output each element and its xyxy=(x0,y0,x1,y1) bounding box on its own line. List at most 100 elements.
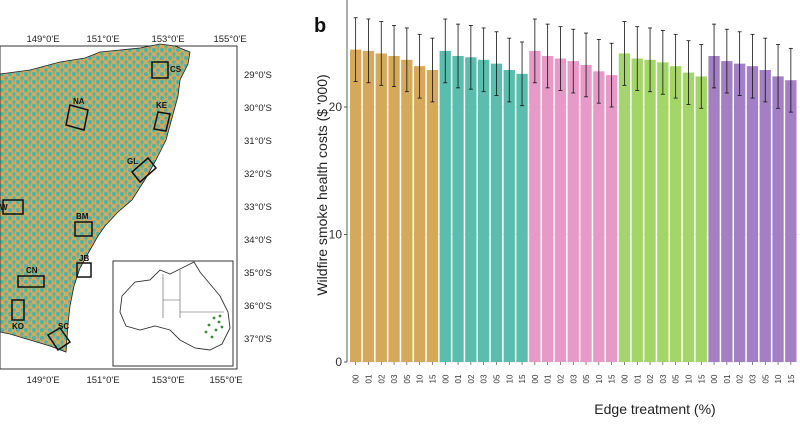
bar-group-3-10 xyxy=(593,71,605,363)
bar-group-3-00 xyxy=(529,50,541,363)
x-tick-label: 05 xyxy=(403,374,412,383)
x-tick-label: 01 xyxy=(364,374,373,383)
map-svg: CS NA KE GL W BM JB CN KO SC 149°0'E 151… xyxy=(0,34,272,386)
x-tick-label: 05 xyxy=(761,374,770,383)
x-tick-label: 05 xyxy=(582,374,591,383)
x-tick-label: 02 xyxy=(646,374,655,383)
lon-top-151: 151°0'E xyxy=(86,34,119,45)
bar-group-2-03 xyxy=(478,59,490,362)
lon-bottom-149: 149°0'E xyxy=(26,375,59,386)
region-box-bm xyxy=(74,221,93,237)
x-axis-label: Edge treatment (%) xyxy=(594,401,715,417)
bar-group-5-05 xyxy=(759,70,771,363)
longitude-ticks: 149°0'E 151°0'E 153°0'E 155°0'E 149°0'E … xyxy=(26,34,246,386)
region-box-cn xyxy=(17,275,45,288)
lon-bottom-151: 151°0'E xyxy=(86,375,119,386)
bar-group-2-10 xyxy=(503,70,515,363)
region-box-ko xyxy=(11,299,25,321)
lon-top-155: 155°0'E xyxy=(213,34,246,45)
x-tick-label: 10 xyxy=(684,374,693,383)
y-tick-label: 20 xyxy=(329,100,343,114)
lat-30: 30°0'S xyxy=(244,103,272,114)
region-label-w: W xyxy=(0,203,8,212)
bar-group-3-03 xyxy=(567,61,579,362)
bar-group-2-15 xyxy=(516,73,528,362)
region-box-cs xyxy=(151,61,169,79)
bar-group-1-02 xyxy=(375,53,387,362)
bar-group-1-01 xyxy=(362,50,375,363)
lat-36: 36°0'S xyxy=(244,301,272,312)
x-tick-label: 10 xyxy=(505,374,514,383)
chart-panel: b Wildfire smoke health costs ($ '000) E… xyxy=(300,0,800,419)
region-label-jb: JB xyxy=(79,254,89,263)
lat-29: 29°0'S xyxy=(244,70,272,81)
y-tick-label: 10 xyxy=(329,228,343,242)
x-tick-label: 00 xyxy=(620,374,629,383)
latitude-ticks: 29°0'S 30°0'S 31°0'S 32°0'S 33°0'S 34°0'… xyxy=(244,70,272,345)
lat-33: 33°0'S xyxy=(244,202,272,213)
x-tick-label: 15 xyxy=(608,374,617,383)
nsw-landmass xyxy=(0,43,191,353)
region-label-ke: KE xyxy=(156,101,168,110)
lon-bottom-155: 155°0'E xyxy=(209,375,242,386)
bar-group-3-15 xyxy=(606,75,618,362)
lat-34: 34°0'S xyxy=(244,235,272,246)
region-label-na: NA xyxy=(73,97,85,106)
bar-group-3-02 xyxy=(554,58,567,363)
x-tick-label: 05 xyxy=(672,374,681,383)
x-tick-label: 02 xyxy=(467,374,476,383)
lon-top-153: 153°0'E xyxy=(151,34,184,45)
x-tick-label: 10 xyxy=(774,374,783,383)
region-label-ko: KO xyxy=(12,322,24,331)
bar-group-4-01 xyxy=(631,58,643,363)
region-label-sc: SC xyxy=(58,322,69,331)
bar-group-4-15 xyxy=(695,76,707,363)
bar-group-5-10 xyxy=(772,76,784,363)
x-tick-label: 15 xyxy=(787,374,796,383)
bar-group-2-00 xyxy=(439,50,451,363)
x-tick-label: 03 xyxy=(748,374,757,383)
bar-group-4-05 xyxy=(670,66,682,362)
bar-group-1-03 xyxy=(388,56,400,362)
x-tick-label: 02 xyxy=(377,374,386,383)
bar-group-5-00 xyxy=(708,56,720,362)
x-tick-label: 01 xyxy=(723,374,732,383)
bar-group-1-10 xyxy=(414,66,426,362)
x-tick-label: 03 xyxy=(480,374,489,383)
x-tick-label: 10 xyxy=(595,374,604,383)
bar-group-5-03 xyxy=(746,66,759,362)
bar-group-4-03 xyxy=(657,62,669,362)
panel-label: b xyxy=(314,15,326,37)
bar-group-1-15 xyxy=(426,70,439,363)
region-box-sc xyxy=(46,327,72,352)
x-tick-label: 03 xyxy=(390,374,399,383)
x-tick-label: 00 xyxy=(531,374,540,383)
bar-group-2-02 xyxy=(465,57,477,363)
state-borders xyxy=(162,270,224,318)
region-box-jb xyxy=(76,262,92,278)
region-box-gl xyxy=(130,156,158,184)
x-tick-label: 00 xyxy=(352,374,361,383)
x-tick-label: 10 xyxy=(416,374,425,383)
lat-31: 31°0'S xyxy=(244,136,272,147)
region-label-gl: GL xyxy=(127,157,138,166)
inset-map xyxy=(112,260,234,367)
bar-group-2-01 xyxy=(452,56,464,362)
bar-chart: b Wildfire smoke health costs ($ '000) E… xyxy=(314,0,800,417)
x-tick-label: 02 xyxy=(556,374,565,383)
bar-group-5-01 xyxy=(721,61,733,362)
x-tick-label: 05 xyxy=(492,374,501,383)
bar-group-5-02 xyxy=(734,63,746,363)
x-tick-label: 01 xyxy=(633,374,642,383)
lat-37: 37°0'S xyxy=(244,334,272,345)
bar-group-3-05 xyxy=(580,64,592,363)
region-boxes xyxy=(2,61,171,352)
bar-group-4-10 xyxy=(682,72,695,362)
x-tick-label: 00 xyxy=(710,374,719,383)
lat-32: 32°0'S xyxy=(244,169,272,180)
lon-bottom-153: 153°0'E xyxy=(151,375,184,386)
bar-group-2-05 xyxy=(490,63,503,363)
x-tick-label: 15 xyxy=(518,374,527,383)
x-tick-label: 00 xyxy=(441,374,450,383)
